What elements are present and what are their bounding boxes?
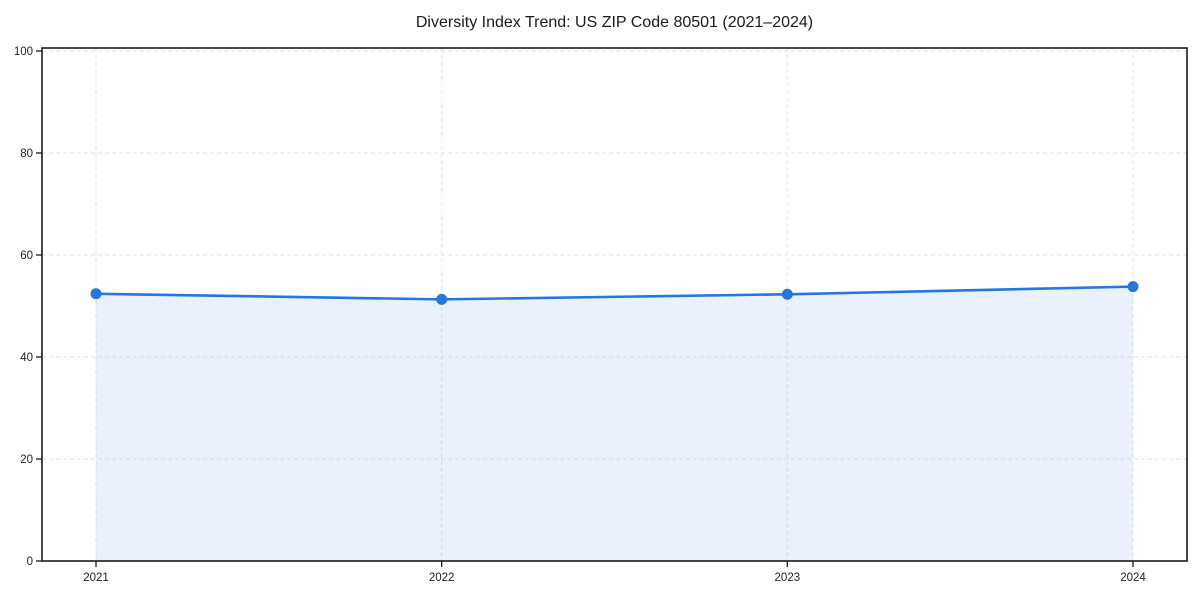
data-point xyxy=(436,293,448,305)
axes-frame xyxy=(41,47,1188,562)
y-tick-label: 20 xyxy=(20,454,33,466)
data-point xyxy=(1127,281,1139,293)
x-tick-label: 2021 xyxy=(83,572,109,584)
area-fill xyxy=(96,286,1133,561)
y-tick-label: 100 xyxy=(14,46,33,58)
x-tick-label: 2023 xyxy=(775,572,801,584)
x-tick-label: 2022 xyxy=(429,572,455,584)
y-tick-label: 80 xyxy=(20,148,33,160)
x-tick-label: 2024 xyxy=(1120,572,1146,584)
trend-line xyxy=(94,285,1135,301)
data-point xyxy=(781,288,793,300)
y-tick-label: 0 xyxy=(27,556,33,568)
y-tick-label: 60 xyxy=(20,250,33,262)
data-point xyxy=(90,288,102,300)
y-tick-label: 40 xyxy=(20,352,33,364)
chart-title: Diversity Index Trend: US ZIP Code 80501… xyxy=(415,14,814,31)
